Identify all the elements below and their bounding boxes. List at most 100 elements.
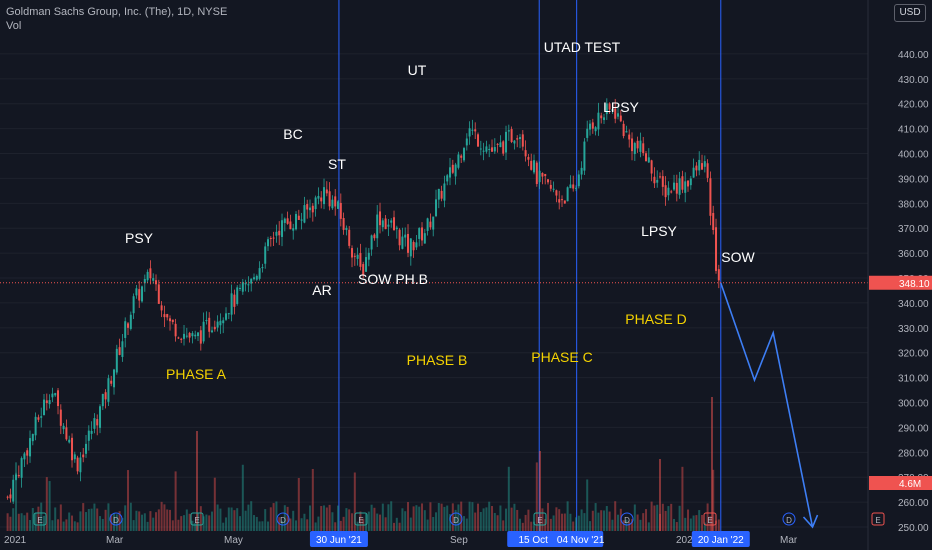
volume-bar <box>477 503 480 531</box>
candle-body <box>521 134 524 147</box>
candle-body <box>127 323 130 328</box>
volume-bar <box>381 503 384 531</box>
candle-body <box>356 254 359 259</box>
y-tick-label: 430.00 <box>898 75 929 86</box>
volume-bar <box>295 520 298 531</box>
candle-body <box>407 233 410 253</box>
candle-body <box>496 143 499 145</box>
candle-body <box>373 234 376 239</box>
y-tick-label: 360.00 <box>898 249 929 260</box>
candle-body <box>625 131 628 133</box>
candle-body <box>415 242 418 248</box>
candle-body <box>519 137 522 140</box>
candle-body <box>54 393 57 396</box>
candle-body <box>572 184 575 189</box>
volume-bar <box>575 517 578 531</box>
candle-body <box>216 321 219 328</box>
candle-body <box>695 165 698 171</box>
candle-body <box>183 333 186 339</box>
volume-bar <box>675 522 678 531</box>
y-tick-label: 300.00 <box>898 399 929 410</box>
volume-bar <box>547 502 550 531</box>
candle-body <box>314 197 317 210</box>
candle-body <box>477 134 480 147</box>
candle-body <box>225 313 228 320</box>
symbol-title: Goldman Sachs Group, Inc. (The), 1D, NYS… <box>6 6 228 18</box>
volume-bar <box>115 514 118 531</box>
volume-bar <box>639 519 642 531</box>
volume-bar <box>124 505 127 531</box>
volume-bar <box>454 509 457 531</box>
candle-body <box>348 229 351 246</box>
candle-body <box>342 217 345 230</box>
candle-body <box>241 282 244 292</box>
volume-bar <box>202 516 205 531</box>
candle-body <box>253 277 256 280</box>
candle-body <box>26 450 29 456</box>
volume-bar <box>37 506 40 531</box>
volume-bar <box>113 512 116 531</box>
candle-body <box>513 140 516 144</box>
candle-body <box>580 167 583 175</box>
candle-body <box>516 138 519 140</box>
candle-body <box>429 221 432 228</box>
volume-bar <box>275 501 278 531</box>
candle-body <box>107 378 110 402</box>
candle-body <box>34 416 37 436</box>
candle-body <box>440 190 443 199</box>
candle-body <box>673 182 676 190</box>
volume-bar <box>667 506 670 531</box>
volume-bar <box>421 503 424 531</box>
candle-body <box>608 103 611 110</box>
volume-bar <box>127 470 130 531</box>
volume-bar <box>611 519 614 531</box>
volume-bar <box>29 520 32 531</box>
candle-body <box>384 218 387 230</box>
candle-body <box>43 399 46 416</box>
candle-body <box>474 129 477 132</box>
volume-bar <box>20 513 23 531</box>
candle-body <box>328 191 331 207</box>
volume-bar <box>169 509 172 531</box>
volume-bar <box>418 506 421 531</box>
price-axis[interactable]: 250.00260.00270.00280.00290.00300.00310.… <box>867 0 932 550</box>
volume-bar <box>539 451 541 531</box>
candle-body <box>174 323 177 337</box>
candle-body <box>269 238 272 240</box>
candle-body <box>129 314 132 329</box>
volume-bar <box>174 471 177 531</box>
volume-bar <box>468 501 471 531</box>
candle-body <box>365 257 368 272</box>
volume-bar <box>712 469 715 531</box>
volume-bar <box>65 519 68 531</box>
volume-bar <box>711 397 713 531</box>
candle-body <box>370 235 373 250</box>
candle-body <box>51 393 54 398</box>
candle-body <box>493 147 496 152</box>
x-tick-label: 2021 <box>4 535 27 546</box>
candle-body <box>353 255 356 257</box>
time-axis[interactable]: 2021 Mar May Sep 202 Mar 30 Jun '21 15 Oct 04 No… <box>4 531 798 547</box>
volume-bar <box>107 503 110 531</box>
candle-body <box>48 400 51 405</box>
y-tick-label: 420.00 <box>898 100 929 111</box>
volume-bar <box>633 504 636 531</box>
candle-body <box>171 319 174 323</box>
dividend-marker <box>109 512 123 526</box>
candle-body <box>110 380 113 384</box>
volume-bar <box>177 519 180 531</box>
currency-button[interactable]: USD <box>894 4 926 22</box>
volume-bar <box>631 519 634 531</box>
volume-bar <box>687 509 690 531</box>
candle-body <box>614 108 617 119</box>
volume-bar <box>605 506 608 531</box>
candle-body <box>213 326 216 330</box>
time-markers <box>338 0 722 533</box>
volume-bar <box>59 504 62 531</box>
candle-body <box>687 180 690 187</box>
candle-body <box>85 443 88 454</box>
candle-body <box>205 320 208 322</box>
candle-body <box>597 112 600 130</box>
